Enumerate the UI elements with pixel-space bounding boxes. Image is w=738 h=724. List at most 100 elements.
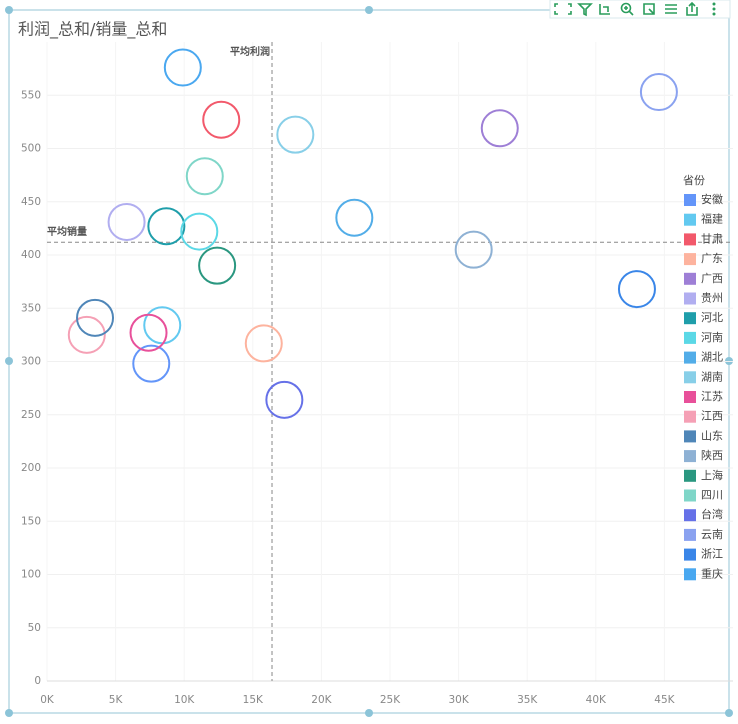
legend-label: 重庆 <box>701 566 723 580</box>
point <box>163 48 202 87</box>
point <box>107 202 146 241</box>
y-tick-label: 100 <box>21 569 41 581</box>
legend-swatch <box>684 371 696 384</box>
legend-title: 省份 <box>683 174 705 187</box>
legend-label: 贵州 <box>701 292 723 305</box>
average-label: 平均利润 <box>230 45 270 58</box>
legend-swatch <box>684 391 696 403</box>
x-tick-label: 30K <box>448 694 469 706</box>
legend-swatch <box>684 469 696 482</box>
zoom-icon[interactable] <box>620 2 632 14</box>
y-tick-label: 500 <box>21 143 41 155</box>
legend-swatch <box>684 253 696 266</box>
legend-swatch <box>684 528 696 541</box>
legend-label: 广西 <box>701 272 723 285</box>
export-icon[interactable] <box>686 1 698 16</box>
legend-label: 江西 <box>701 410 723 423</box>
legend-label: 安徽 <box>701 192 723 206</box>
legend-label: 浙江 <box>701 548 723 561</box>
more-icon[interactable] <box>712 2 716 16</box>
x-tick-label: 15K <box>243 694 264 706</box>
legend-swatch <box>684 194 696 206</box>
legend-label: 河北 <box>701 311 723 324</box>
x-tick-label: 0K <box>40 694 55 706</box>
plot: 0 50 100 150 200 250 300 350 400 450 500 550 0K 5K 10K… <box>21 42 733 706</box>
chart-title: 利润_总和/销量_总和 <box>18 20 167 40</box>
y-tick-label: 50 <box>28 622 41 634</box>
point <box>454 230 493 269</box>
legend-swatch <box>684 292 696 305</box>
point <box>67 315 106 354</box>
legend-label: 广东 <box>701 252 723 265</box>
x-tick-label: 20K <box>311 694 332 706</box>
x-tick-label: 10K <box>174 694 195 706</box>
y-tick-label: 250 <box>21 409 41 421</box>
legend-label: 福建 <box>701 212 723 226</box>
x-tick-label: 25K <box>380 694 401 706</box>
point <box>76 298 115 337</box>
legend-label: 上海 <box>701 468 723 482</box>
x-tick-label: 45K <box>654 694 675 706</box>
toolbar-bg <box>549 0 731 19</box>
x-tick-label: 5K <box>109 694 124 706</box>
legend-swatch <box>684 430 696 443</box>
legend-label: 江苏 <box>701 390 723 403</box>
point <box>617 270 656 309</box>
legend-swatch <box>684 351 696 364</box>
fullscreen-icon[interactable] <box>554 3 572 15</box>
resize-handles[interactable] <box>5 6 733 717</box>
point <box>639 73 678 112</box>
legend-swatch <box>684 568 696 581</box>
legend-label: 湖南 <box>701 370 723 383</box>
point <box>143 306 182 345</box>
legend-label: 陕西 <box>701 448 723 462</box>
filter-icon[interactable] <box>577 3 593 17</box>
y-tick-label: 450 <box>21 196 41 208</box>
legend-swatch <box>684 331 696 344</box>
y-tick-label: 200 <box>21 462 41 474</box>
legend: 省份 安徽福建甘肃广东广西贵州河北河南湖北湖南江苏江西山东陕西上海四川台湾云南浙… <box>683 174 723 581</box>
legend-swatch <box>684 548 696 561</box>
legend-swatch <box>684 233 696 246</box>
point <box>480 109 519 148</box>
legend-swatch <box>684 410 696 423</box>
x-tick-label: 40K <box>586 694 607 706</box>
x-tick-label: 35K <box>517 694 538 706</box>
list-icon[interactable] <box>665 4 677 14</box>
point <box>244 324 283 363</box>
y-tick-label: 550 <box>21 89 41 101</box>
toolbar <box>549 0 731 19</box>
point <box>132 344 171 383</box>
legend-label: 四川 <box>701 489 723 502</box>
drill-icon[interactable] <box>599 4 610 15</box>
select-icon[interactable] <box>643 3 655 15</box>
y-tick-label: 0 <box>34 675 41 687</box>
legend-label: 云南 <box>701 528 723 541</box>
legend-label: 甘肃 <box>701 232 723 245</box>
y-tick-label: 350 <box>21 302 41 314</box>
point <box>180 212 219 251</box>
y-tick-label: 300 <box>21 356 41 368</box>
point <box>185 157 224 196</box>
legend-swatch <box>684 509 696 522</box>
legend-label: 台湾 <box>701 507 723 521</box>
legend-swatch <box>684 489 696 502</box>
point <box>202 100 241 139</box>
legend-swatch <box>684 312 696 325</box>
point <box>198 246 237 285</box>
average-label: 平均销量 <box>47 225 87 238</box>
y-tick-label: 400 <box>21 249 41 261</box>
legend-label: 河南 <box>701 331 723 344</box>
point <box>129 313 168 352</box>
point <box>147 207 186 246</box>
legend-swatch <box>684 450 696 463</box>
legend-label: 山东 <box>701 429 723 442</box>
legend-swatch <box>684 213 696 226</box>
legend-swatch <box>684 272 696 285</box>
point <box>265 380 304 419</box>
y-tick-label: 150 <box>21 515 41 527</box>
point <box>335 198 374 237</box>
point <box>276 115 315 154</box>
